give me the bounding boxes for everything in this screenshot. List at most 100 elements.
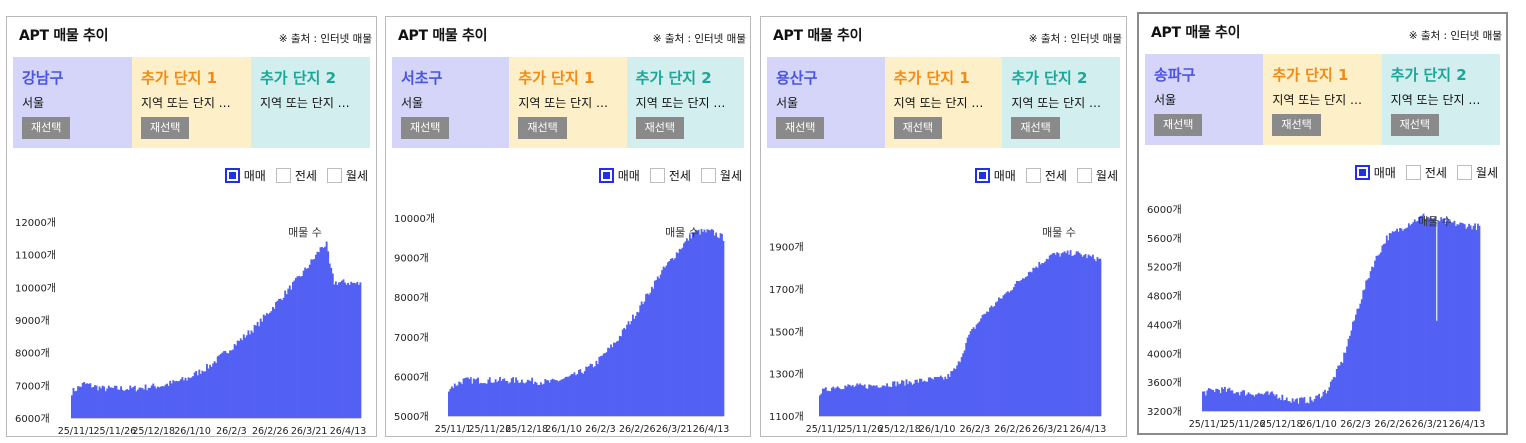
reselect-button[interactable]: 재선택	[635, 117, 685, 139]
reselect-button[interactable]: 재선택	[22, 117, 71, 139]
data-bar	[1366, 279, 1369, 411]
legend-monthly[interactable]: 월세	[1076, 167, 1118, 184]
checkbox-checked-icon[interactable]	[224, 168, 240, 183]
checkbox-checked-icon[interactable]	[974, 168, 990, 183]
data-bar	[1312, 401, 1315, 411]
y-tick-label: 6000개	[15, 413, 50, 425]
legend-monthly[interactable]: 월세	[326, 167, 368, 184]
checkbox-empty-icon[interactable]	[275, 168, 291, 183]
checkbox-empty-icon[interactable]	[1025, 168, 1041, 183]
reselect-button[interactable]: 재선택	[518, 117, 567, 139]
checkbox-empty-icon[interactable]	[326, 168, 342, 183]
reselect-button[interactable]: 재선택	[1272, 114, 1321, 136]
data-bar	[278, 298, 281, 418]
data-bar	[288, 285, 291, 418]
data-bar	[645, 294, 647, 416]
data-bar	[1282, 400, 1285, 411]
data-bar	[252, 332, 254, 418]
legend-sale[interactable]: 매매	[224, 167, 266, 184]
data-bar	[477, 377, 480, 416]
data-bar	[819, 395, 821, 416]
reselect-button[interactable]: 재선택	[1390, 114, 1440, 136]
checkbox-empty-icon[interactable]	[1076, 168, 1092, 183]
data-bar	[659, 274, 662, 416]
extra-complex-2-cell[interactable]: 추가 단지 2 지역 또는 단지 …	[251, 57, 370, 148]
legend-sale[interactable]: 매매	[974, 167, 1016, 184]
y-tick-label: 5600개	[1147, 233, 1182, 245]
data-bar	[83, 381, 86, 418]
data-bar	[1066, 250, 1069, 416]
data-bar	[1324, 389, 1326, 411]
data-bar	[327, 251, 330, 418]
data-bar	[936, 376, 939, 416]
checkbox-empty-icon[interactable]	[1405, 165, 1421, 180]
data-bar	[232, 349, 234, 418]
data-bar	[1224, 386, 1226, 411]
checkbox-checked-icon[interactable]	[598, 168, 614, 183]
data-bar	[449, 388, 452, 416]
data-bar	[164, 384, 167, 418]
data-bar	[1077, 251, 1079, 416]
extra-complex-2-cell[interactable]: 추가 단지 2 지역 또는 단지 … 재선택	[1002, 57, 1121, 148]
y-tick-label: 5200개	[1147, 262, 1182, 274]
data-bar	[921, 381, 924, 416]
reselect-button[interactable]: 재선택	[401, 117, 450, 139]
data-bar	[1447, 219, 1450, 411]
data-bar	[196, 375, 199, 418]
extra-complex-1-cell[interactable]: 추가 단지 1 지역 또는 단지 … 재선택	[132, 57, 251, 148]
extra-complex-2-cell[interactable]: 추가 단지 2 지역 또는 단지 … 재선택	[626, 57, 744, 148]
data-bar	[875, 385, 878, 416]
district-cell[interactable]: 송파구 서울 재선택	[1145, 54, 1264, 145]
data-bar	[648, 294, 650, 416]
data-bar	[229, 350, 231, 418]
legend-jeonse[interactable]: 전세	[1405, 164, 1447, 181]
data-bar	[1371, 266, 1373, 411]
reselect-button[interactable]: 재선택	[893, 117, 943, 139]
data-bar	[841, 389, 844, 416]
legend-jeonse[interactable]: 전세	[649, 167, 691, 184]
data-bar	[123, 390, 126, 418]
data-bar	[930, 378, 933, 416]
checkbox-empty-icon[interactable]	[1456, 165, 1472, 180]
reselect-button[interactable]: 재선택	[1154, 114, 1203, 136]
data-bar	[1227, 388, 1229, 411]
data-bar	[535, 382, 538, 416]
data-bar	[1337, 365, 1340, 411]
reselect-button[interactable]: 재선택	[1011, 117, 1060, 139]
data-bar	[1415, 221, 1418, 411]
legend-jeonse[interactable]: 전세	[1025, 167, 1067, 184]
data-bar	[1328, 387, 1331, 411]
data-bar	[649, 292, 652, 416]
data-bar	[575, 375, 577, 416]
data-bar	[80, 386, 83, 418]
district-cell[interactable]: 강남구 서울 재선택	[13, 57, 132, 148]
legend-sale[interactable]: 매매	[1354, 164, 1396, 181]
data-bar	[198, 369, 201, 418]
checkbox-empty-icon[interactable]	[700, 168, 716, 183]
district-cell[interactable]: 서초구 서울 재선택	[392, 57, 510, 148]
reselect-button[interactable]: 재선택	[776, 117, 825, 139]
legend-sale[interactable]: 매매	[598, 167, 640, 184]
data-bar	[1294, 399, 1297, 411]
extra-complex-1-cell[interactable]: 추가 단지 1 지역 또는 단지 … 재선택	[884, 57, 1003, 148]
data-bar	[1209, 388, 1212, 411]
data-bar	[354, 283, 357, 418]
data-bar	[333, 284, 336, 418]
extra-complex-1-cell[interactable]: 추가 단지 1 지역 또는 단지 … 재선택	[1263, 54, 1382, 145]
data-bar	[1060, 253, 1063, 416]
extra-complex-1-cell[interactable]: 추가 단지 1 지역 또는 단지 … 재선택	[509, 57, 627, 148]
legend-monthly[interactable]: 월세	[700, 167, 742, 184]
y-tick-label: 1300개	[769, 369, 804, 381]
data-bar	[149, 387, 152, 418]
legend-jeonse[interactable]: 전세	[275, 167, 317, 184]
district-cell[interactable]: 용산구 서울 재선택	[767, 57, 885, 148]
checkbox-checked-icon[interactable]	[1354, 165, 1370, 180]
data-bar	[127, 390, 130, 418]
legend-monthly[interactable]: 월세	[1456, 164, 1498, 181]
data-bar	[945, 378, 948, 416]
data-bar	[169, 380, 172, 418]
checkbox-empty-icon[interactable]	[649, 168, 665, 183]
reselect-button[interactable]: 재선택	[141, 117, 190, 139]
data-bar	[339, 282, 342, 418]
extra-complex-2-cell[interactable]: 추가 단지 2 지역 또는 단지 … 재선택	[1381, 54, 1500, 145]
